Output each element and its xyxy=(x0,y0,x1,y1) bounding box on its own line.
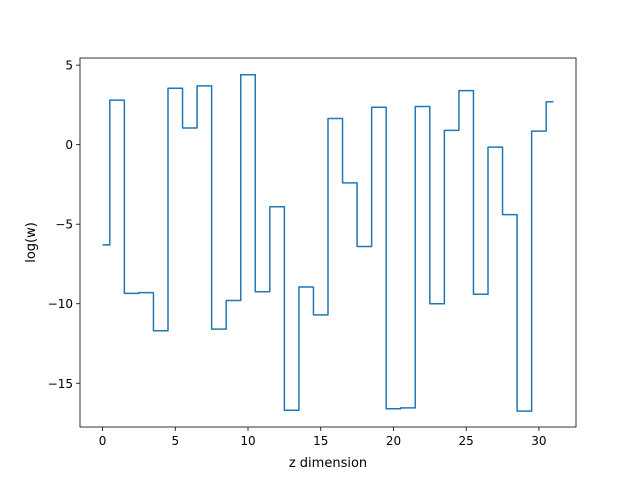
y-axis-label: log(w) xyxy=(24,222,39,263)
y-tick-label: −15 xyxy=(48,377,73,391)
x-tick-label: 0 xyxy=(99,434,107,448)
x-tick-label: 30 xyxy=(531,434,546,448)
x-axis-ticks: 0 5 10 15 20 25 30 xyxy=(99,427,547,448)
x-tick-label: 10 xyxy=(240,434,255,448)
axes-frame xyxy=(79,57,577,428)
y-tick-label: 0 xyxy=(65,138,73,152)
y-tick-label: −10 xyxy=(48,297,73,311)
x-tick-label: 25 xyxy=(459,434,474,448)
x-tick-label: 20 xyxy=(386,434,401,448)
series-line xyxy=(102,73,554,412)
y-tick-label: 5 xyxy=(65,59,73,73)
x-tick-label: 15 xyxy=(313,434,328,448)
y-tick-label: −5 xyxy=(55,218,73,232)
x-tick-label: 5 xyxy=(171,434,179,448)
y-axis-ticks: 5 0 −5 −10 −15 xyxy=(48,59,80,391)
plot-area xyxy=(102,73,554,412)
x-axis-label: z dimension xyxy=(289,456,367,471)
